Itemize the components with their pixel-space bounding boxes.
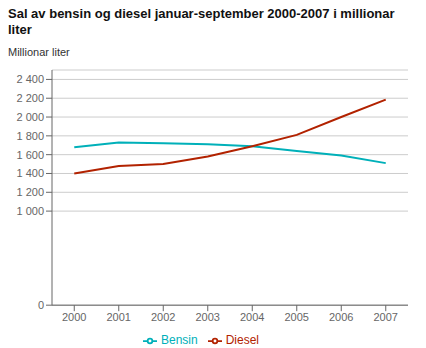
svg-text:2002: 2002	[151, 311, 175, 323]
svg-text:1 000: 1 000	[16, 205, 44, 217]
svg-text:2000: 2000	[62, 311, 86, 323]
svg-text:1 600: 1 600	[16, 149, 44, 161]
svg-text:1 400: 1 400	[16, 167, 44, 179]
svg-text:2001: 2001	[107, 311, 131, 323]
svg-text:0: 0	[38, 299, 44, 311]
svg-text:2 400: 2 400	[16, 73, 44, 85]
svg-text:2006: 2006	[329, 311, 353, 323]
html-text:Diesel: Diesel	[225, 333, 259, 348]
svg-text:2 200: 2 200	[16, 92, 44, 104]
svg-text:1 200: 1 200	[16, 186, 44, 198]
html-text:liter: liter	[8, 22, 32, 37]
svg-text:2003: 2003	[196, 311, 220, 323]
svg-text:2005: 2005	[285, 311, 309, 323]
svg-text:2004: 2004	[240, 311, 264, 323]
html-text:Bensin: Bensin	[161, 333, 198, 348]
svg-text:2 000: 2 000	[16, 111, 44, 123]
html-text:Millionar liter: Millionar liter	[8, 46, 70, 58]
svg-text:1 800: 1 800	[16, 130, 44, 142]
html-text:Sal av bensin og diesel januar: Sal av bensin og diesel januar-september…	[8, 6, 395, 21]
svg-text:2007: 2007	[374, 311, 398, 323]
